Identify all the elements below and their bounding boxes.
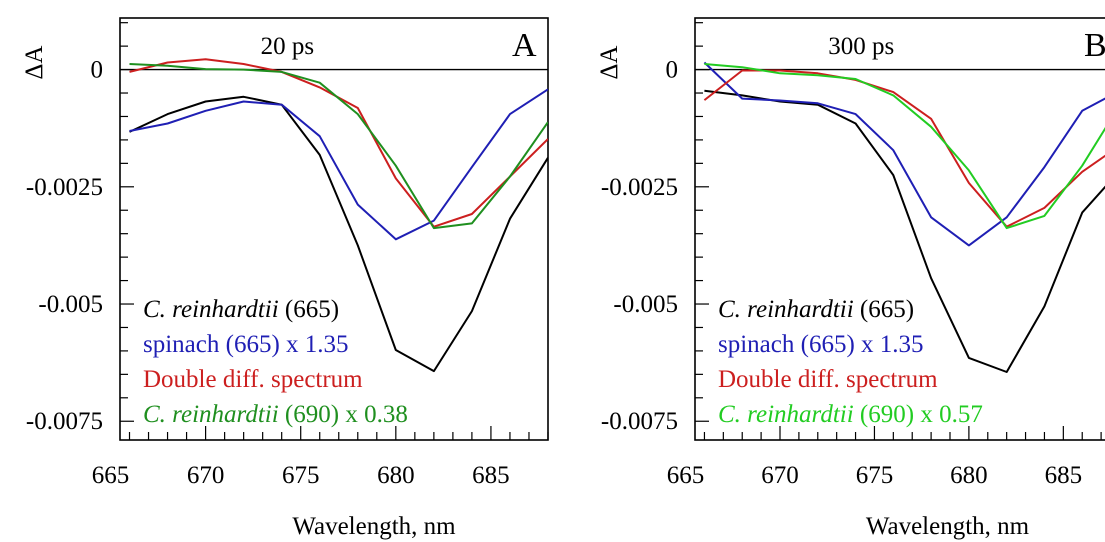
series-line: [703, 69, 1105, 228]
x-tick-label: 670: [187, 462, 225, 489]
y-tick-label: 0: [666, 57, 679, 84]
y-tick-label: -0.0025: [26, 174, 103, 201]
legend-entry: C. reinhardtii (690) x 0.57: [718, 401, 983, 428]
x-tick-label: 675: [856, 462, 894, 489]
legend-entry: C. reinhardtii (690) x 0.38: [143, 401, 408, 428]
legend-text: Double diff. spectrum: [718, 366, 938, 393]
panel-letter: A: [512, 27, 537, 64]
legend-entry: C. reinhardtii (665): [718, 296, 914, 323]
panel-time-label: 20 ps: [261, 33, 314, 60]
x-tick-label: 665: [92, 462, 130, 489]
x-tick-label: 665: [667, 462, 705, 489]
y-tick-label: -0.005: [613, 291, 678, 318]
series-line: [129, 88, 548, 241]
x-tick-label: 680: [377, 462, 415, 489]
y-tick-label: -0.0075: [26, 408, 103, 435]
legend-text: Double diff. spectrum: [143, 366, 363, 393]
legend-text: (690) x 0.57: [854, 401, 983, 428]
legend-text: (690) x 0.38: [279, 401, 408, 428]
legend-text: spinach (665) x 1.35: [143, 331, 349, 358]
legend-entry: Double diff. spectrum: [143, 366, 363, 393]
y-tick-label: -0.0025: [601, 174, 678, 201]
panel-b: 665 670 675 680 685 0 -0.0025 -0.005 -0.0075 Wave…: [596, 17, 1105, 540]
y-axis-label: ΔA: [21, 46, 48, 80]
plot-frame: [694, 17, 1105, 441]
legend-species: C. reinhardtii: [718, 401, 854, 428]
y-tick-label: 0: [91, 57, 104, 84]
x-axis-label: Wavelength, nm: [292, 513, 456, 540]
x-tick-label: 685: [472, 462, 510, 489]
panel-time-label: 300 ps: [828, 33, 894, 60]
legend-species: C. reinhardtii: [718, 296, 854, 323]
legend-species: C. reinhardtii: [143, 401, 279, 428]
legend-text: (665): [854, 296, 914, 323]
series-line: [129, 63, 548, 230]
y-axis-label: ΔA: [596, 46, 623, 80]
panel-a: 665 670 675 680 685 0 -0.0025 -0.005 -0.0075 Wave…: [21, 17, 549, 540]
x-tick-label: 675: [282, 462, 320, 489]
series-line: [704, 89, 1105, 373]
panel-letter: B: [1084, 27, 1105, 64]
legend-entry: C. reinhardtii (665): [143, 296, 339, 323]
x-tick-label: 680: [950, 462, 988, 489]
legend-entry: Double diff. spectrum: [718, 366, 938, 393]
series-group: [703, 61, 1105, 373]
x-axis-label: Wavelength, nm: [866, 513, 1030, 540]
x-tick-label: 685: [1045, 462, 1083, 489]
series-line: [129, 95, 548, 373]
y-tick-label: -0.005: [38, 291, 103, 318]
series-group: [129, 58, 548, 373]
plot-frame: [119, 17, 549, 441]
legend-entry: spinach (665) x 1.35: [718, 331, 924, 358]
legend-entry: spinach (665) x 1.35: [143, 331, 349, 358]
series-line: [703, 61, 1105, 247]
series-line: [704, 63, 1105, 230]
x-tick-label: 670: [761, 462, 799, 489]
legend-text: spinach (665) x 1.35: [718, 331, 924, 358]
legend-text: (665): [279, 296, 339, 323]
y-tick-label: -0.0075: [601, 408, 678, 435]
legend-species: C. reinhardtii: [143, 296, 279, 323]
